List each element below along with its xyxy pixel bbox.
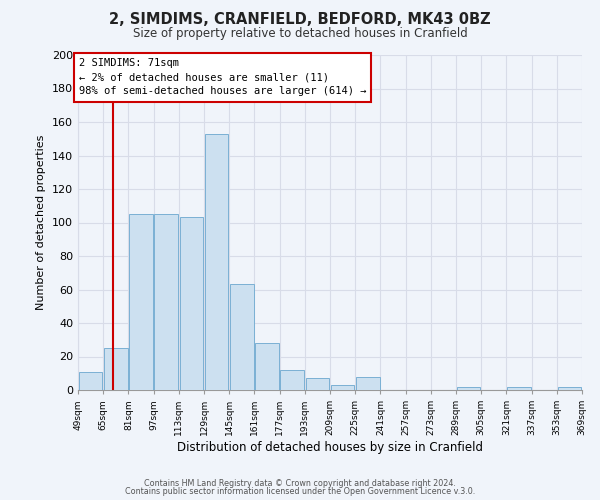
Bar [507,386,531,390]
Text: Contains public sector information licensed under the Open Government Licence v.: Contains public sector information licen… [125,487,475,496]
Bar [280,370,304,390]
Bar [79,372,103,390]
Text: 2, SIMDIMS, CRANFIELD, BEDFORD, MK43 0BZ: 2, SIMDIMS, CRANFIELD, BEDFORD, MK43 0BZ [109,12,491,28]
Y-axis label: Number of detached properties: Number of detached properties [37,135,46,310]
Bar [230,284,254,390]
Bar [305,378,329,390]
Text: 2 SIMDIMS: 71sqm
← 2% of detached houses are smaller (11)
98% of semi-detached h: 2 SIMDIMS: 71sqm ← 2% of detached houses… [79,58,366,96]
Bar [129,214,153,390]
Bar [255,343,279,390]
Bar [557,386,581,390]
Bar [331,385,355,390]
Text: Size of property relative to detached houses in Cranfield: Size of property relative to detached ho… [133,28,467,40]
Bar [154,214,178,390]
Text: Contains HM Land Registry data © Crown copyright and database right 2024.: Contains HM Land Registry data © Crown c… [144,478,456,488]
Bar [457,386,481,390]
Bar [356,376,380,390]
X-axis label: Distribution of detached houses by size in Cranfield: Distribution of detached houses by size … [177,441,483,454]
Bar [179,218,203,390]
Bar [104,348,128,390]
Bar [205,134,229,390]
